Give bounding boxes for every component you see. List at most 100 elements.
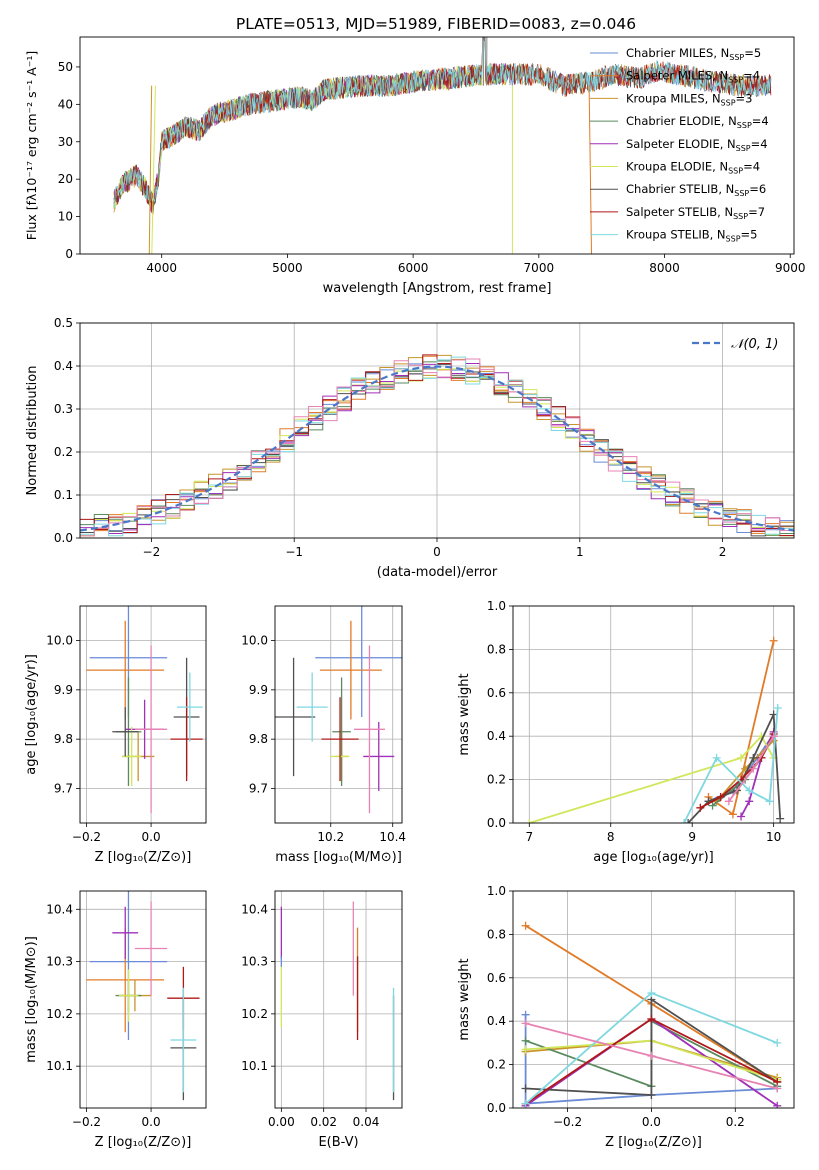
age_vs_mass-panel: 10.2 10.4 9.7 9.8 9.9 10.0 mass [log₁₀(M/M⊙)] [241, 605, 406, 865]
y-tick-label: 0.4 [487, 1014, 506, 1028]
weight-marker [680, 819, 689, 823]
x-tick-label: 0.04 [353, 1115, 380, 1129]
weight-marker [773, 703, 782, 712]
spectrum-line [113, 37, 772, 209]
weight-marker [737, 812, 746, 821]
y-tick-label: 0.2 [54, 445, 73, 459]
weight_vs_age-plot-area [525, 636, 785, 823]
x-axis-label: Z [log₁₀(Z/Z⊙)] [95, 850, 192, 865]
x-tick-label: 5000 [272, 261, 303, 275]
weight-marker [521, 1019, 530, 1028]
residuals-plot-area [80, 354, 794, 537]
weight-marker [728, 810, 737, 819]
y-axis-label: Normed distribution [25, 366, 40, 496]
y-tick-label: 0.2 [487, 773, 506, 787]
weight-marker [773, 1038, 782, 1047]
weight-marker [769, 636, 778, 645]
figure-title: PLATE=0513, MJD=51989, FIBERID=0083, z=0… [236, 15, 636, 33]
axes-frame [274, 890, 403, 1109]
weight-marker [745, 797, 754, 806]
y-tick-label: 0.2 [487, 1058, 506, 1072]
x-axis-label: Z [log₁₀(Z/Z⊙)] [95, 1135, 192, 1150]
x-tick-label: 7000 [524, 261, 555, 275]
x-axis-label: (data-model)/error [377, 565, 498, 580]
mass_vs_EBV-plot-area [280, 901, 395, 1101]
x-tick-label: −0.2 [553, 1115, 582, 1129]
weight-marker [712, 753, 721, 762]
x-tick-label: 10 [766, 830, 781, 844]
x-tick-label: −0.2 [72, 830, 101, 844]
weight-marker [696, 803, 705, 812]
weight-line [525, 997, 778, 1096]
weight-marker [749, 753, 758, 762]
x-tick-label: 0.0 [642, 1115, 661, 1129]
y-axis-label: mass weight [457, 673, 472, 755]
weight_vs_Z-panel: −0.2 0.0 0.2 0.0 0.2 0.4 0.6 0.8 1.0 Z [log₁₀(Z/Z… [457, 884, 795, 1150]
y-tick-label: 10.2 [46, 1007, 73, 1021]
gaussian-curve [80, 365, 794, 532]
weight-marker [724, 797, 733, 806]
y-tick-label: 9.8 [249, 732, 268, 746]
x-tick-label: 0.0 [142, 1115, 161, 1129]
y-tick-label: 0.5 [54, 316, 73, 330]
axes-frame [79, 890, 207, 1109]
weight-marker [745, 786, 754, 795]
weight-marker [737, 753, 746, 762]
weight-marker [647, 1051, 656, 1060]
weight_vs_age-panel: 7 8 9 10 0.0 0.2 0.4 0.6 0.8 1.0 age [log₁₀(age/yr… [457, 599, 795, 865]
y-tick-label: 40 [58, 97, 73, 111]
weight-marker [647, 988, 656, 997]
legend-entry: Chabrier STELIB, NSSP=6 [626, 182, 766, 198]
x-tick-label: −1 [285, 545, 303, 559]
legend-entry: Chabrier ELODIE, NSSP=4 [626, 114, 769, 130]
histogram-step [80, 358, 794, 537]
weight-marker [765, 797, 774, 806]
legend-entry: 𝒩(0, 1) [731, 337, 778, 352]
histogram-step [80, 354, 794, 537]
x-tick-label: 0.00 [268, 1115, 295, 1129]
x-tick-label: 7 [525, 830, 533, 844]
y-tick-label: 10.3 [241, 955, 268, 969]
spectrum-line [113, 37, 515, 209]
weight_vs_Z-plot-area [521, 921, 782, 1108]
weight-marker [647, 1090, 656, 1099]
mass_vs_Z-plot-area [86, 891, 200, 1101]
mass_vs_Z-panel: −0.2 0.0 10.1 10.2 10.3 10.4 Z [log₁₀(Z/Z⊙)] ma… [24, 890, 207, 1150]
x-tick-label: 0.02 [310, 1115, 337, 1129]
spectrum-dropout [148, 85, 153, 254]
weight-marker [521, 1045, 530, 1054]
x-tick-label: 1 [576, 545, 584, 559]
axes-frame [512, 890, 795, 1109]
spectrum-line [113, 37, 590, 213]
axes-frame [512, 605, 795, 824]
weight-marker [776, 814, 785, 823]
y-tick-label: 30 [58, 135, 73, 149]
y-tick-label: 1.0 [487, 884, 506, 898]
legend-entry: Salpeter MILES, NSSP=4 [626, 69, 760, 85]
y-tick-label: 10.1 [46, 1059, 73, 1073]
y-tick-label: 50 [58, 60, 73, 74]
x-axis-label: Z [log₁₀(Z/Z⊙)] [605, 1135, 702, 1150]
weight-marker [525, 819, 534, 823]
weight-line [708, 733, 775, 803]
axes-frame [274, 605, 403, 824]
y-tick-label: 9.9 [54, 683, 73, 697]
y-tick-label: 0.1 [54, 488, 73, 502]
spectrum-plot-area [113, 37, 772, 254]
x-tick-label: 2 [719, 545, 727, 559]
x-tick-label: 8000 [649, 261, 680, 275]
y-tick-label: 0.6 [487, 686, 506, 700]
weight-line [683, 707, 779, 823]
spectrum-dropout [151, 85, 156, 254]
legend-entry: Kroupa MILES, NSSP=3 [626, 91, 752, 107]
weight-marker [521, 1010, 530, 1019]
legend-entry: Kroupa ELODIE, NSSP=4 [626, 160, 760, 176]
y-tick-label: 9.7 [54, 781, 73, 795]
y-tick-label: 0.8 [487, 642, 506, 656]
x-tick-label: 10.2 [317, 830, 344, 844]
weight-marker [716, 792, 725, 801]
x-axis-label: wavelength [Angstrom, rest frame] [323, 281, 552, 296]
y-tick-label: 0.8 [487, 927, 506, 941]
weight-line [524, 1014, 778, 1105]
